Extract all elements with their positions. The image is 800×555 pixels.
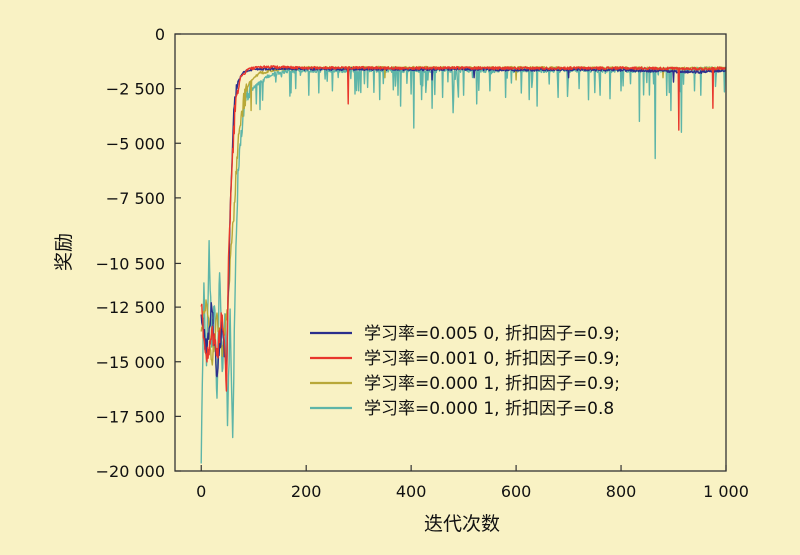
legend-label-4: 学习率=0.000 1, 折扣因子=0.8 [364,399,614,419]
x-tick-label: 400 [396,482,427,501]
x-axis: 0 200 400 600 800 1 000 [196,465,749,501]
series-layer [200,65,727,464]
y-tick-label: −2 500 [106,80,165,99]
legend-label-3: 学习率=0.000 1, 折扣因子=0.9; [364,374,620,394]
plot-area-frame [174,33,727,472]
x-tick-label: 0 [196,482,206,501]
x-tick-label: 800 [606,482,637,501]
y-axis: 0 −2 500 −5 000 −7 500 −10 500 −12 500 −15 000… [96,25,181,481]
series-line-2 [200,65,727,392]
y-tick-label: −15 000 [96,353,165,372]
x-tick-label: 1 000 [703,482,749,501]
y-tick-label: −7 500 [106,189,165,208]
legend-label-1: 学习率=0.005 0, 折扣因子=0.9; [364,324,620,344]
x-tick-label: 200 [291,482,322,501]
y-tick-label: −20 000 [96,462,165,481]
legend: 学习率=0.005 0, 折扣因子=0.9; 学习率=0.001 0, 折扣因子=… [310,324,620,419]
x-axis-title: 迭代次数 [424,513,500,535]
y-tick-label: −5 000 [106,134,165,153]
y-tick-label: −17 500 [96,407,165,426]
y-tick-label: −10 500 [96,254,165,273]
series-line-3 [200,65,727,366]
legend-label-2: 学习率=0.001 0, 折扣因子=0.9; [364,349,620,369]
y-tick-label: −12 500 [96,298,165,317]
y-tick-label: 0 [155,25,165,44]
x-tick-label: 600 [501,482,532,501]
y-axis-title: 奖励 [53,233,75,271]
